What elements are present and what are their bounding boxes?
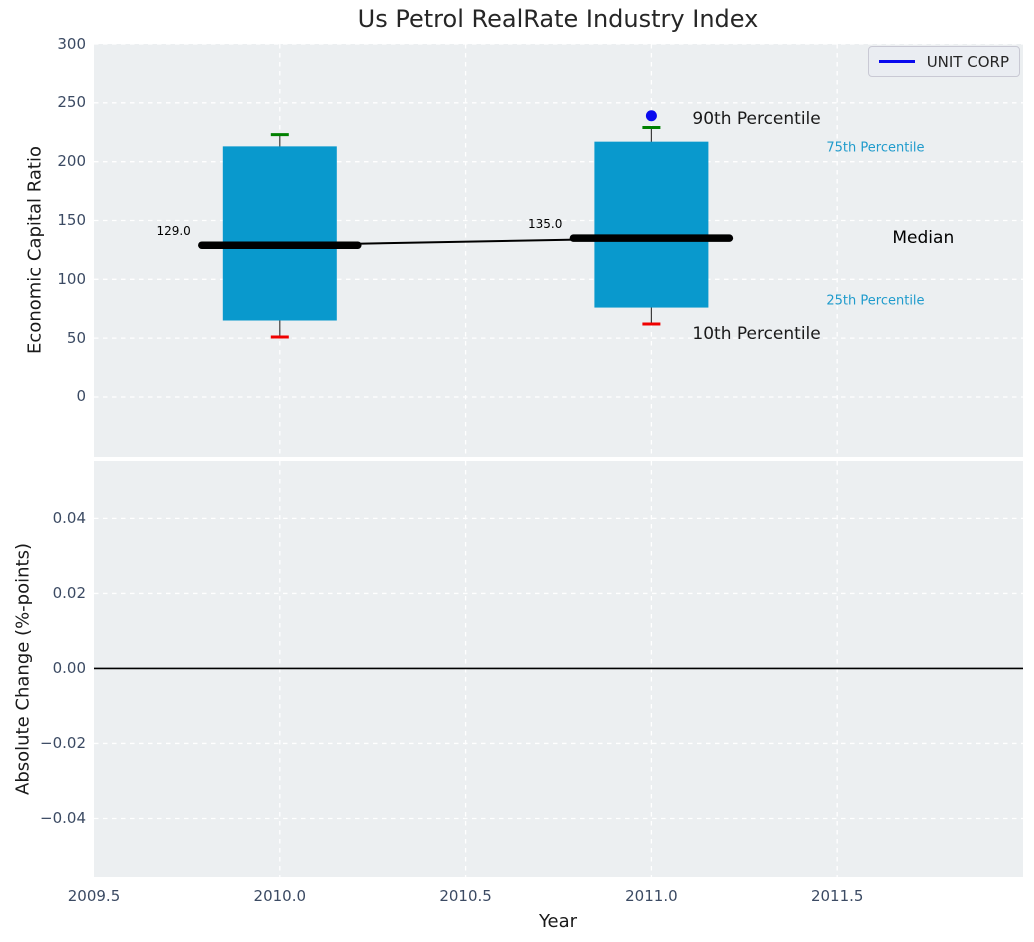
top-y-tick-100: 100 xyxy=(0,272,86,287)
x-tick-2010.5: 2010.5 xyxy=(439,889,492,904)
top-y-tick-250: 250 xyxy=(0,95,86,110)
unit-corp-dot xyxy=(646,110,657,121)
p75-label: 75th Percentile xyxy=(826,141,924,156)
top-y-tick-200: 200 xyxy=(0,154,86,169)
plot-overlay: 129.0 135.0 90th Percentile 10th Percentile… xyxy=(0,0,1034,942)
median-label: Median xyxy=(892,228,954,248)
bottom-y-tick-0.02: 0.02 xyxy=(0,586,86,601)
x-axis-label: Year xyxy=(539,911,577,932)
top-y-tick-0: 0 xyxy=(0,389,86,404)
top-y-tick-50: 50 xyxy=(0,331,86,346)
x-tick-2009.5: 2009.5 xyxy=(68,889,121,904)
iqr-box xyxy=(594,142,708,308)
iqr-box xyxy=(223,146,337,320)
bottom-y-tick-0.00: 0.00 xyxy=(0,661,86,676)
bottom-y-tick-−0.02: −0.02 xyxy=(0,736,86,751)
median-value-annotation: 135.0 xyxy=(528,217,562,231)
x-tick-2010.0: 2010.0 xyxy=(254,889,307,904)
p25-label: 25th Percentile xyxy=(826,294,924,309)
p10-label: 10th Percentile xyxy=(692,324,820,344)
bottom-y-tick-0.04: 0.04 xyxy=(0,511,86,526)
legend-line-icon xyxy=(879,60,915,63)
legend: UNIT CORP xyxy=(868,46,1020,77)
chart-figure: Us Petrol RealRate Industry Index 129.01… xyxy=(0,0,1034,942)
x-tick-2011.5: 2011.5 xyxy=(811,889,864,904)
top-y-tick-150: 150 xyxy=(0,213,86,228)
x-tick-2011.0: 2011.0 xyxy=(625,889,678,904)
bottom-y-tick-−0.04: −0.04 xyxy=(0,811,86,826)
top-y-axis-label: Economic Capital Ratio xyxy=(25,146,46,354)
legend-label: UNIT CORP xyxy=(927,53,1009,71)
median-value-annotation: 129.0 xyxy=(156,224,190,238)
top-y-tick-300: 300 xyxy=(0,37,86,52)
p90-label: 90th Percentile xyxy=(692,109,820,129)
